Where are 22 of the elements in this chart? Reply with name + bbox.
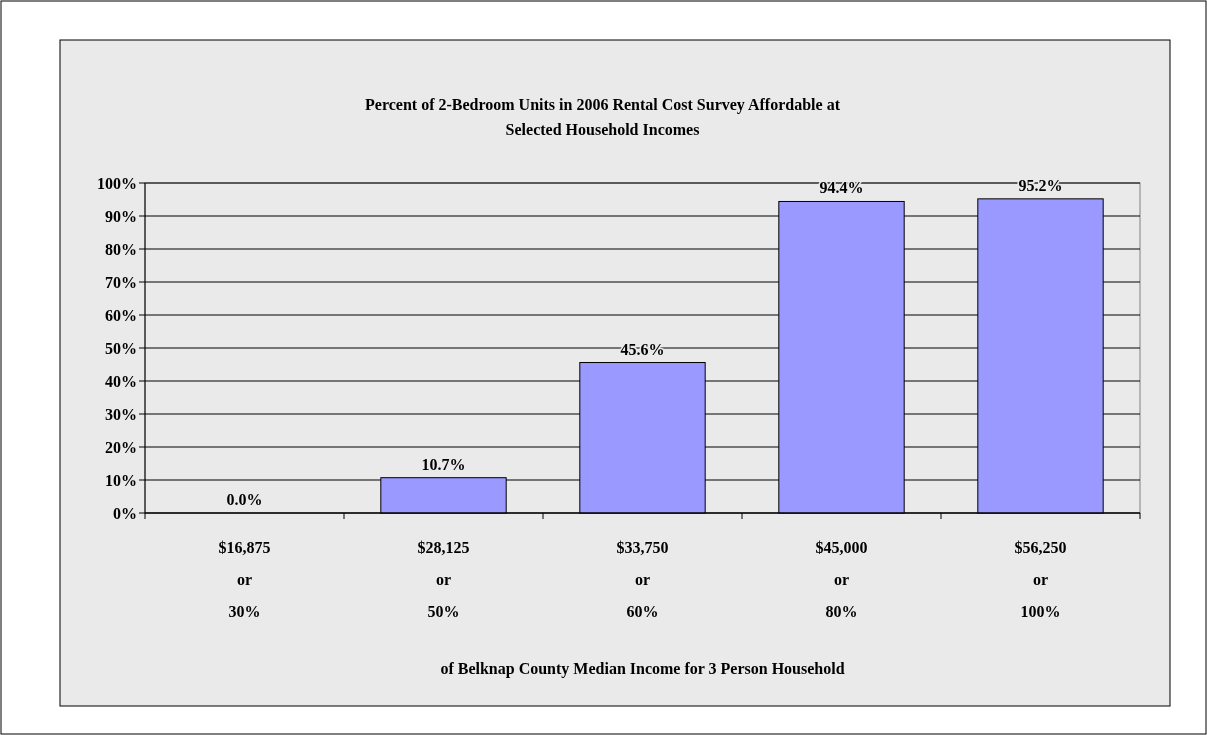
chart-title: Percent of 2-Bedroom Units in 2006 Rental Cost Survey Affordable at Selected Household Incomes — [365, 96, 841, 138]
y-tick-label: 20% — [105, 438, 137, 456]
y-tick-label: 30% — [105, 405, 137, 423]
y-tick-label: 10% — [105, 471, 137, 489]
data-label: 45.6% — [620, 340, 665, 358]
x-tick-label: $28,125 or 50% — [417, 539, 470, 620]
y-tick-label: 70% — [105, 273, 137, 291]
data-label: 0.0% — [226, 491, 263, 508]
y-tick-label: 60% — [105, 306, 137, 324]
data-label: 10.7% — [421, 455, 466, 473]
y-tick-label: 80% — [105, 240, 137, 258]
y-tick-label: 50% — [105, 339, 137, 357]
x-tick-label: $45,000 or 80% — [815, 539, 868, 620]
x-tick-label: $33,750 or 60% — [616, 539, 669, 620]
x-axis-title: of Belknap County Median Income for 3 Person Household — [440, 660, 845, 678]
x-tick-label: $56,250 or 100% — [1014, 539, 1067, 620]
y-tick-label: 0% — [113, 504, 137, 522]
y-tick-label: 90% — [105, 207, 137, 225]
x-tick-label: $16,875 or 30% — [218, 539, 271, 620]
y-tick-label: 40% — [105, 372, 137, 390]
y-tick-label: 100% — [97, 174, 137, 192]
data-label: 94.4% — [819, 179, 864, 197]
